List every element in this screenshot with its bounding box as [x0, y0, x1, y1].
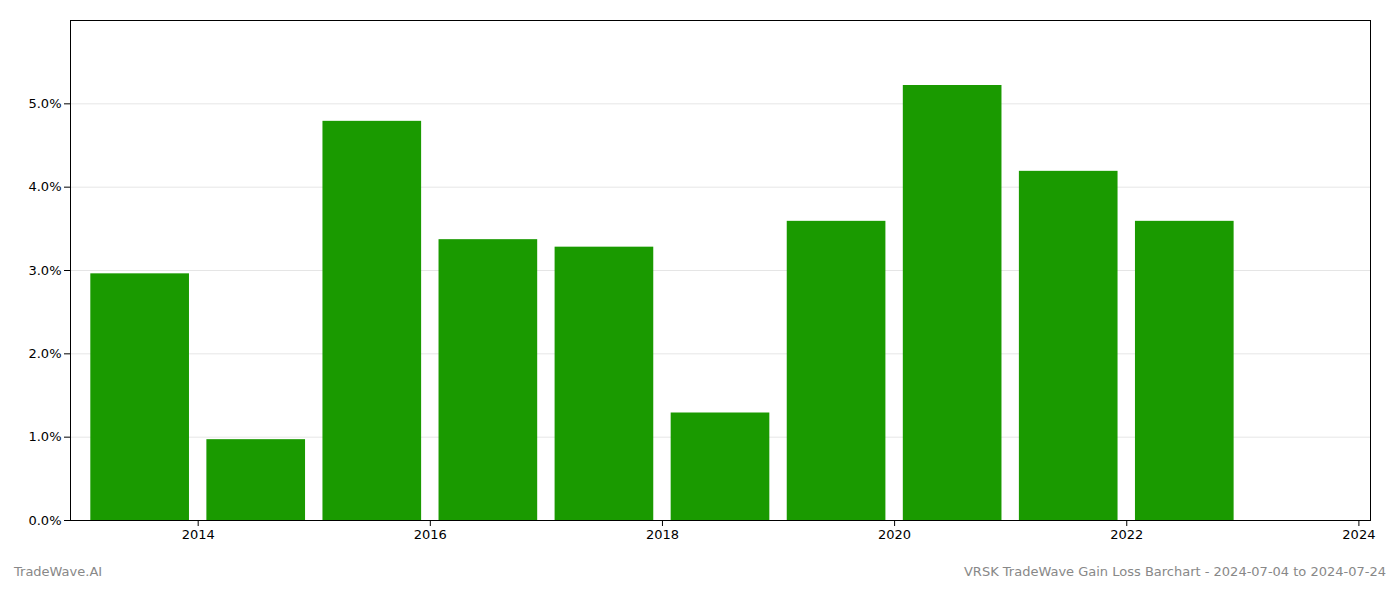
html-text:VRSK TradeWave Gain Loss Barch: VRSK TradeWave Gain Loss Barchart - 2024… — [964, 564, 1386, 579]
svg-text:2024: 2024 — [1342, 527, 1375, 542]
svg-text:2.0%: 2.0% — [28, 346, 61, 361]
svg-text:2020: 2020 — [878, 527, 911, 542]
svg-text:2018: 2018 — [646, 527, 679, 542]
svg-text:3.0%: 3.0% — [28, 263, 61, 278]
html-text:TradeWave.AI: TradeWave.AI — [14, 564, 103, 579]
svg-text:2022: 2022 — [1110, 527, 1143, 542]
svg-text:4.0%: 4.0% — [28, 179, 61, 194]
svg-text:1.0%: 1.0% — [28, 429, 61, 444]
svg-text:0.0%: 0.0% — [28, 513, 61, 528]
svg-text:2016: 2016 — [414, 527, 447, 542]
svg-text:5.0%: 5.0% — [28, 96, 61, 111]
svg-text:2014: 2014 — [182, 527, 215, 542]
